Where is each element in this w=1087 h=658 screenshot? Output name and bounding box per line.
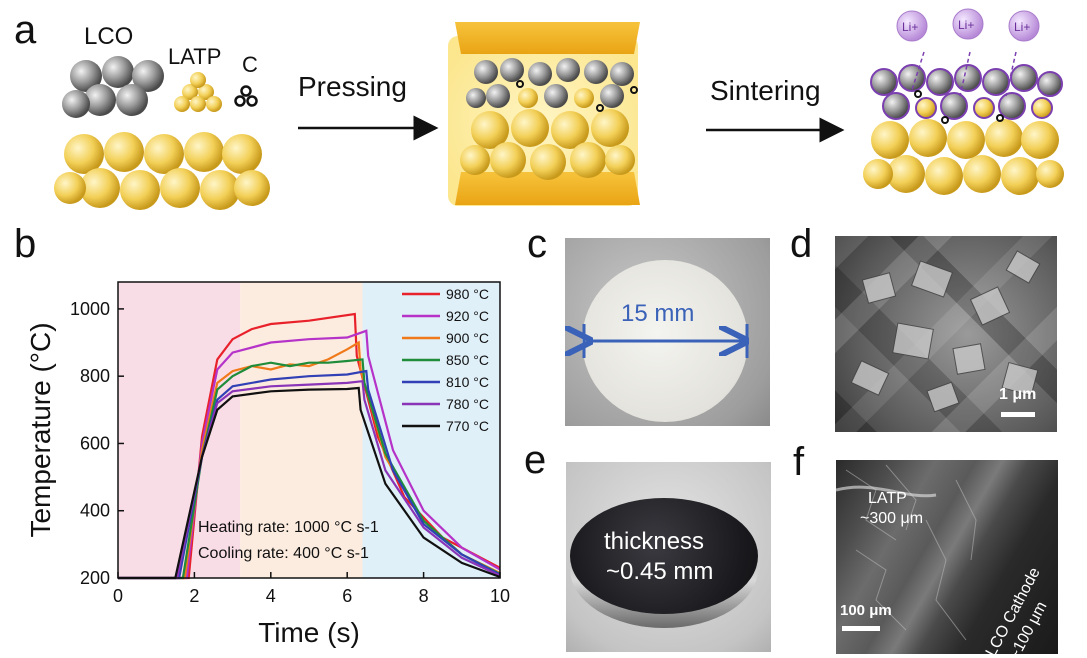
sem-image-f: LATP ~300 μm LCO Cathode ~100 μm 100 μm: [836, 460, 1058, 654]
series-line-0: [118, 312, 501, 580]
legend-label-6: 770 °C: [446, 418, 489, 434]
schematic-panel: LCO LATP C Pressing: [54, 8, 1064, 210]
y-tick-label-0: 200: [80, 568, 110, 588]
pressed-assembly-icon: [448, 22, 640, 206]
y-tick-label-3: 800: [80, 366, 110, 386]
li-ion-icon: [896, 8, 1040, 42]
x-tick-label-3: 6: [342, 586, 352, 606]
series-line-1: [118, 329, 501, 580]
panel-label-a: a: [14, 8, 37, 52]
x-tick-label-4: 8: [419, 586, 429, 606]
x-tick-label-0: 0: [113, 586, 123, 606]
chart-annotation-heating: Heating rate: 1000 °C s-1: [198, 519, 379, 536]
x-tick-label-2: 4: [266, 586, 276, 606]
x-tick-label-1: 2: [189, 586, 199, 606]
thickness-label-line1: thickness: [604, 528, 705, 555]
series-line-3: [118, 358, 501, 580]
chart-annotation-cooling: Cooling rate: 400 °C s-1: [198, 545, 369, 562]
sem-f-scale-bar: [842, 626, 880, 631]
y-tick-label-1: 400: [80, 501, 110, 521]
legend-label-4: 810 °C: [446, 374, 489, 390]
sem-d-scale-bar: [1001, 412, 1035, 417]
legend-label-3: 850 °C: [446, 352, 489, 368]
sem-cross-section-texture: [836, 464, 977, 641]
panel-label-b: b: [14, 222, 37, 266]
thickness-label-line2: ~0.45 mm: [606, 558, 714, 585]
panel-label-e: e: [524, 438, 547, 482]
legend-label-1: 920 °C: [446, 308, 489, 324]
chart-xlabel: Time (s): [258, 617, 360, 648]
panel-label-c: c: [527, 222, 547, 266]
sem-d-scale-label: 1 μm: [999, 386, 1037, 403]
chart-legend: 980 °C 920 °C 900 °C 850 °C 810 °C 780 °C 770 …: [402, 286, 489, 434]
chart-series-lines: [118, 312, 501, 580]
sem-image-d: 1 μm: [835, 236, 1057, 432]
cathode-disc: [570, 498, 758, 614]
chart-region-1: [240, 282, 363, 578]
carbon-particles-icon: [234, 85, 258, 107]
series-line-6: [118, 386, 501, 580]
sintered-assembly-icon: [863, 51, 1064, 195]
chart-axes: 0 2 4 6 8 10 200 400 600 800 1000: [70, 299, 510, 606]
temperature-chart: 0 2 4 6 8 10 200 400 600 800 1000 980 °C 920 °C 900 …: [25, 281, 510, 648]
latp-substrate-icon: [54, 132, 270, 210]
label-lco: LCO: [84, 23, 133, 50]
li-ion-label-2: Li+: [958, 18, 974, 32]
latp-layer-label-line1: LATP: [868, 490, 907, 507]
x-tick-label-5: 10: [490, 586, 510, 606]
sem-f-scale-label: 100 μm: [840, 602, 892, 619]
li-ion-label-1: Li+: [902, 20, 918, 34]
dimension-arrow-icon: [565, 324, 770, 358]
chart-ylabel: Temperature (°C): [25, 322, 56, 537]
legend-label-5: 780 °C: [446, 396, 489, 412]
chart-frame: [117, 281, 501, 579]
legend-label-2: 900 °C: [446, 330, 489, 346]
cathode-photo: thickness ~0.45 mm: [566, 462, 771, 652]
y-tick-label-2: 600: [80, 433, 110, 453]
step-sintering-label: Sintering: [710, 75, 821, 106]
step-pressing-label: Pressing: [298, 71, 407, 102]
label-latp: LATP: [168, 44, 221, 69]
panel-label-f: f: [793, 440, 805, 484]
latp-particles-icon: [174, 72, 222, 112]
dimension-label: 15 mm: [621, 300, 695, 327]
chart-region-0: [118, 282, 241, 578]
y-tick-label-4: 1000: [70, 299, 110, 319]
legend-label-0: 980 °C: [446, 286, 489, 302]
panel-label-d: d: [790, 222, 813, 266]
lco-particles-icon: [62, 56, 164, 118]
li-ion-label-3: Li+: [1014, 20, 1030, 34]
latp-layer-label-line2: ~300 μm: [860, 510, 924, 527]
sem-crystals-texture: [850, 250, 1041, 413]
label-c: C: [242, 52, 258, 77]
pellet-photo: 15 mm: [565, 238, 770, 426]
